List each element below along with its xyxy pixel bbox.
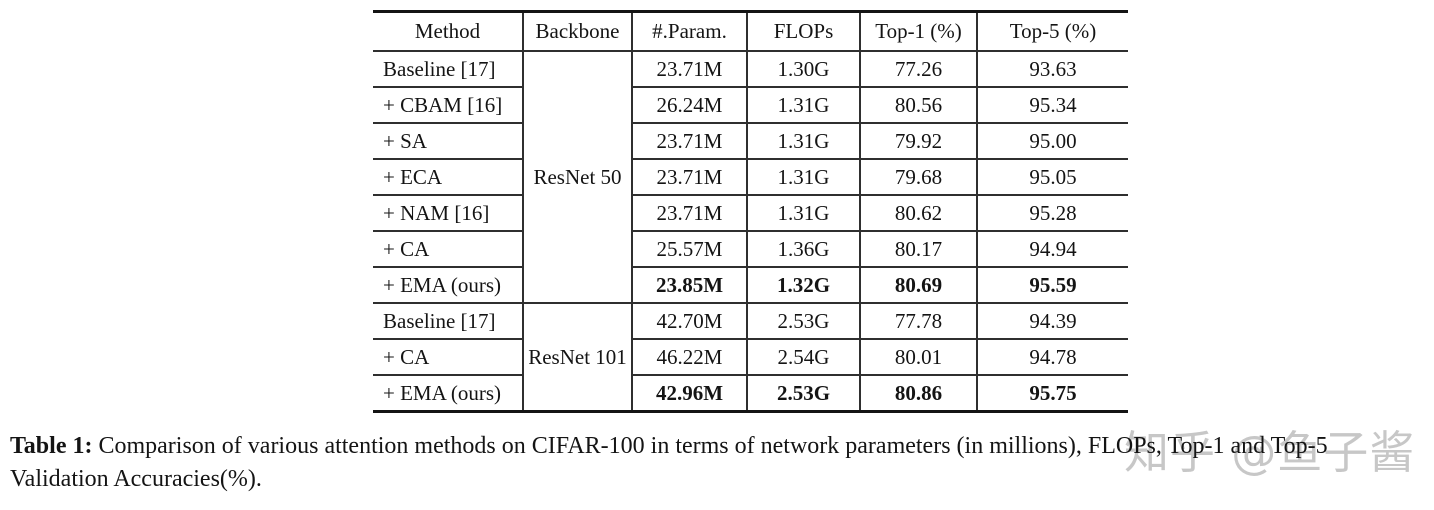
table-row-ours: + EMA (ours) 23.85M 1.32G 80.69 95.59 (373, 267, 1128, 304)
params-cell: 23.71M (632, 51, 748, 88)
method-cell: Baseline [17] (373, 303, 524, 340)
header-flops: FLOPs (747, 11, 861, 52)
table-row: + CA 25.57M 1.36G 80.17 94.94 (373, 231, 1128, 268)
method-cell: + CBAM [16] (373, 87, 524, 124)
params-cell: 23.85M (632, 267, 748, 304)
method-cell: + EMA (ours) (373, 267, 524, 304)
table-row: Baseline [17] ResNet 101 42.70M 2.53G 77… (373, 303, 1128, 412)
flops-cell: 1.30G (747, 51, 861, 88)
table-row: + CBAM [16] 26.24M 1.31G 80.56 95.34 (373, 87, 1128, 124)
top1-cell: 77.26 (860, 51, 978, 88)
params-cell: 23.71M (632, 195, 748, 232)
top1-cell: 80.62 (860, 195, 978, 232)
params-cell: 42.96M (632, 375, 748, 412)
flops-cell: 2.53G (747, 303, 861, 340)
table-row: + NAM [16] 23.71M 1.31G 80.62 95.28 (373, 195, 1128, 232)
header-row: Method Backbone #.Param. FLOPs Top-1 (%)… (373, 11, 1128, 52)
caption-label: Table 1: (10, 433, 93, 459)
method-cell: + EMA (ours) (373, 375, 524, 412)
params-cell: 46.22M (632, 339, 748, 376)
flops-cell: 1.32G (747, 267, 861, 304)
method-cell: + CA (373, 231, 524, 268)
params-cell: 23.71M (632, 123, 748, 160)
header-method: Method (373, 11, 524, 52)
top1-cell: 80.69 (860, 267, 978, 304)
top5-cell: 94.94 (977, 231, 1128, 268)
flops-cell: 2.54G (747, 339, 861, 376)
flops-cell: 1.31G (747, 123, 861, 160)
method-cell: + ECA (373, 159, 524, 196)
top5-cell: 94.78 (977, 339, 1128, 376)
top1-cell: 80.01 (860, 339, 978, 376)
method-cell: + CA (373, 339, 524, 376)
method-cell: Baseline [17] (373, 51, 524, 88)
top1-cell: 80.86 (860, 375, 978, 412)
params-cell: 23.71M (632, 159, 748, 196)
top1-cell: 77.78 (860, 303, 978, 340)
top5-cell: 95.28 (977, 195, 1128, 232)
top5-cell: 94.39 (977, 303, 1128, 340)
flops-cell: 1.31G (747, 159, 861, 196)
top1-cell: 80.56 (860, 87, 978, 124)
header-top1: Top-1 (%) (860, 11, 978, 52)
top5-cell: 95.00 (977, 123, 1128, 160)
table-row: + ECA 23.71M 1.31G 79.68 95.05 (373, 159, 1128, 196)
table-row: Baseline [17] ResNet 50 23.71M 1.30G 77.… (373, 51, 1128, 304)
top5-cell: 93.63 (977, 51, 1128, 88)
flops-cell: 1.31G (747, 87, 861, 124)
top1-cell: 79.92 (860, 123, 978, 160)
params-cell: 25.57M (632, 231, 748, 268)
header-backbone: Backbone (523, 11, 633, 52)
flops-cell: 1.36G (747, 231, 861, 268)
params-cell: 26.24M (632, 87, 748, 124)
params-cell: 42.70M (632, 303, 748, 340)
results-table: Method Backbone #.Param. FLOPs Top-1 (%)… (373, 10, 1128, 413)
table-row: + CA 46.22M 2.54G 80.01 94.78 (373, 339, 1128, 376)
flops-cell: 1.31G (747, 195, 861, 232)
backbone-cell: ResNet 101 (523, 303, 633, 412)
top1-cell: 79.68 (860, 159, 978, 196)
zhihu-watermark: 知乎 @鱼子酱 (1124, 426, 1416, 479)
flops-cell: 2.53G (747, 375, 861, 412)
top5-cell: 95.05 (977, 159, 1128, 196)
method-cell: + SA (373, 123, 524, 160)
header-params: #.Param. (632, 11, 748, 52)
table-row: + SA 23.71M 1.31G 79.92 95.00 (373, 123, 1128, 160)
top5-cell: 95.59 (977, 267, 1128, 304)
top5-cell: 95.75 (1029, 380, 1077, 405)
table-caption: Table 1: Comparison of various attention… (10, 430, 1424, 496)
top5-cell: 95.34 (977, 87, 1128, 124)
header-top5: Top-5 (%) (977, 11, 1128, 52)
caption-text: Comparison of various attention methods … (10, 433, 1328, 492)
backbone-cell: ResNet 50 (523, 51, 633, 304)
method-cell: + NAM [16] (373, 195, 524, 232)
table-row-ours: + EMA (ours) 42.96M 2.53G 80.86 95.75 (373, 375, 1128, 412)
top1-cell: 80.17 (860, 231, 978, 268)
